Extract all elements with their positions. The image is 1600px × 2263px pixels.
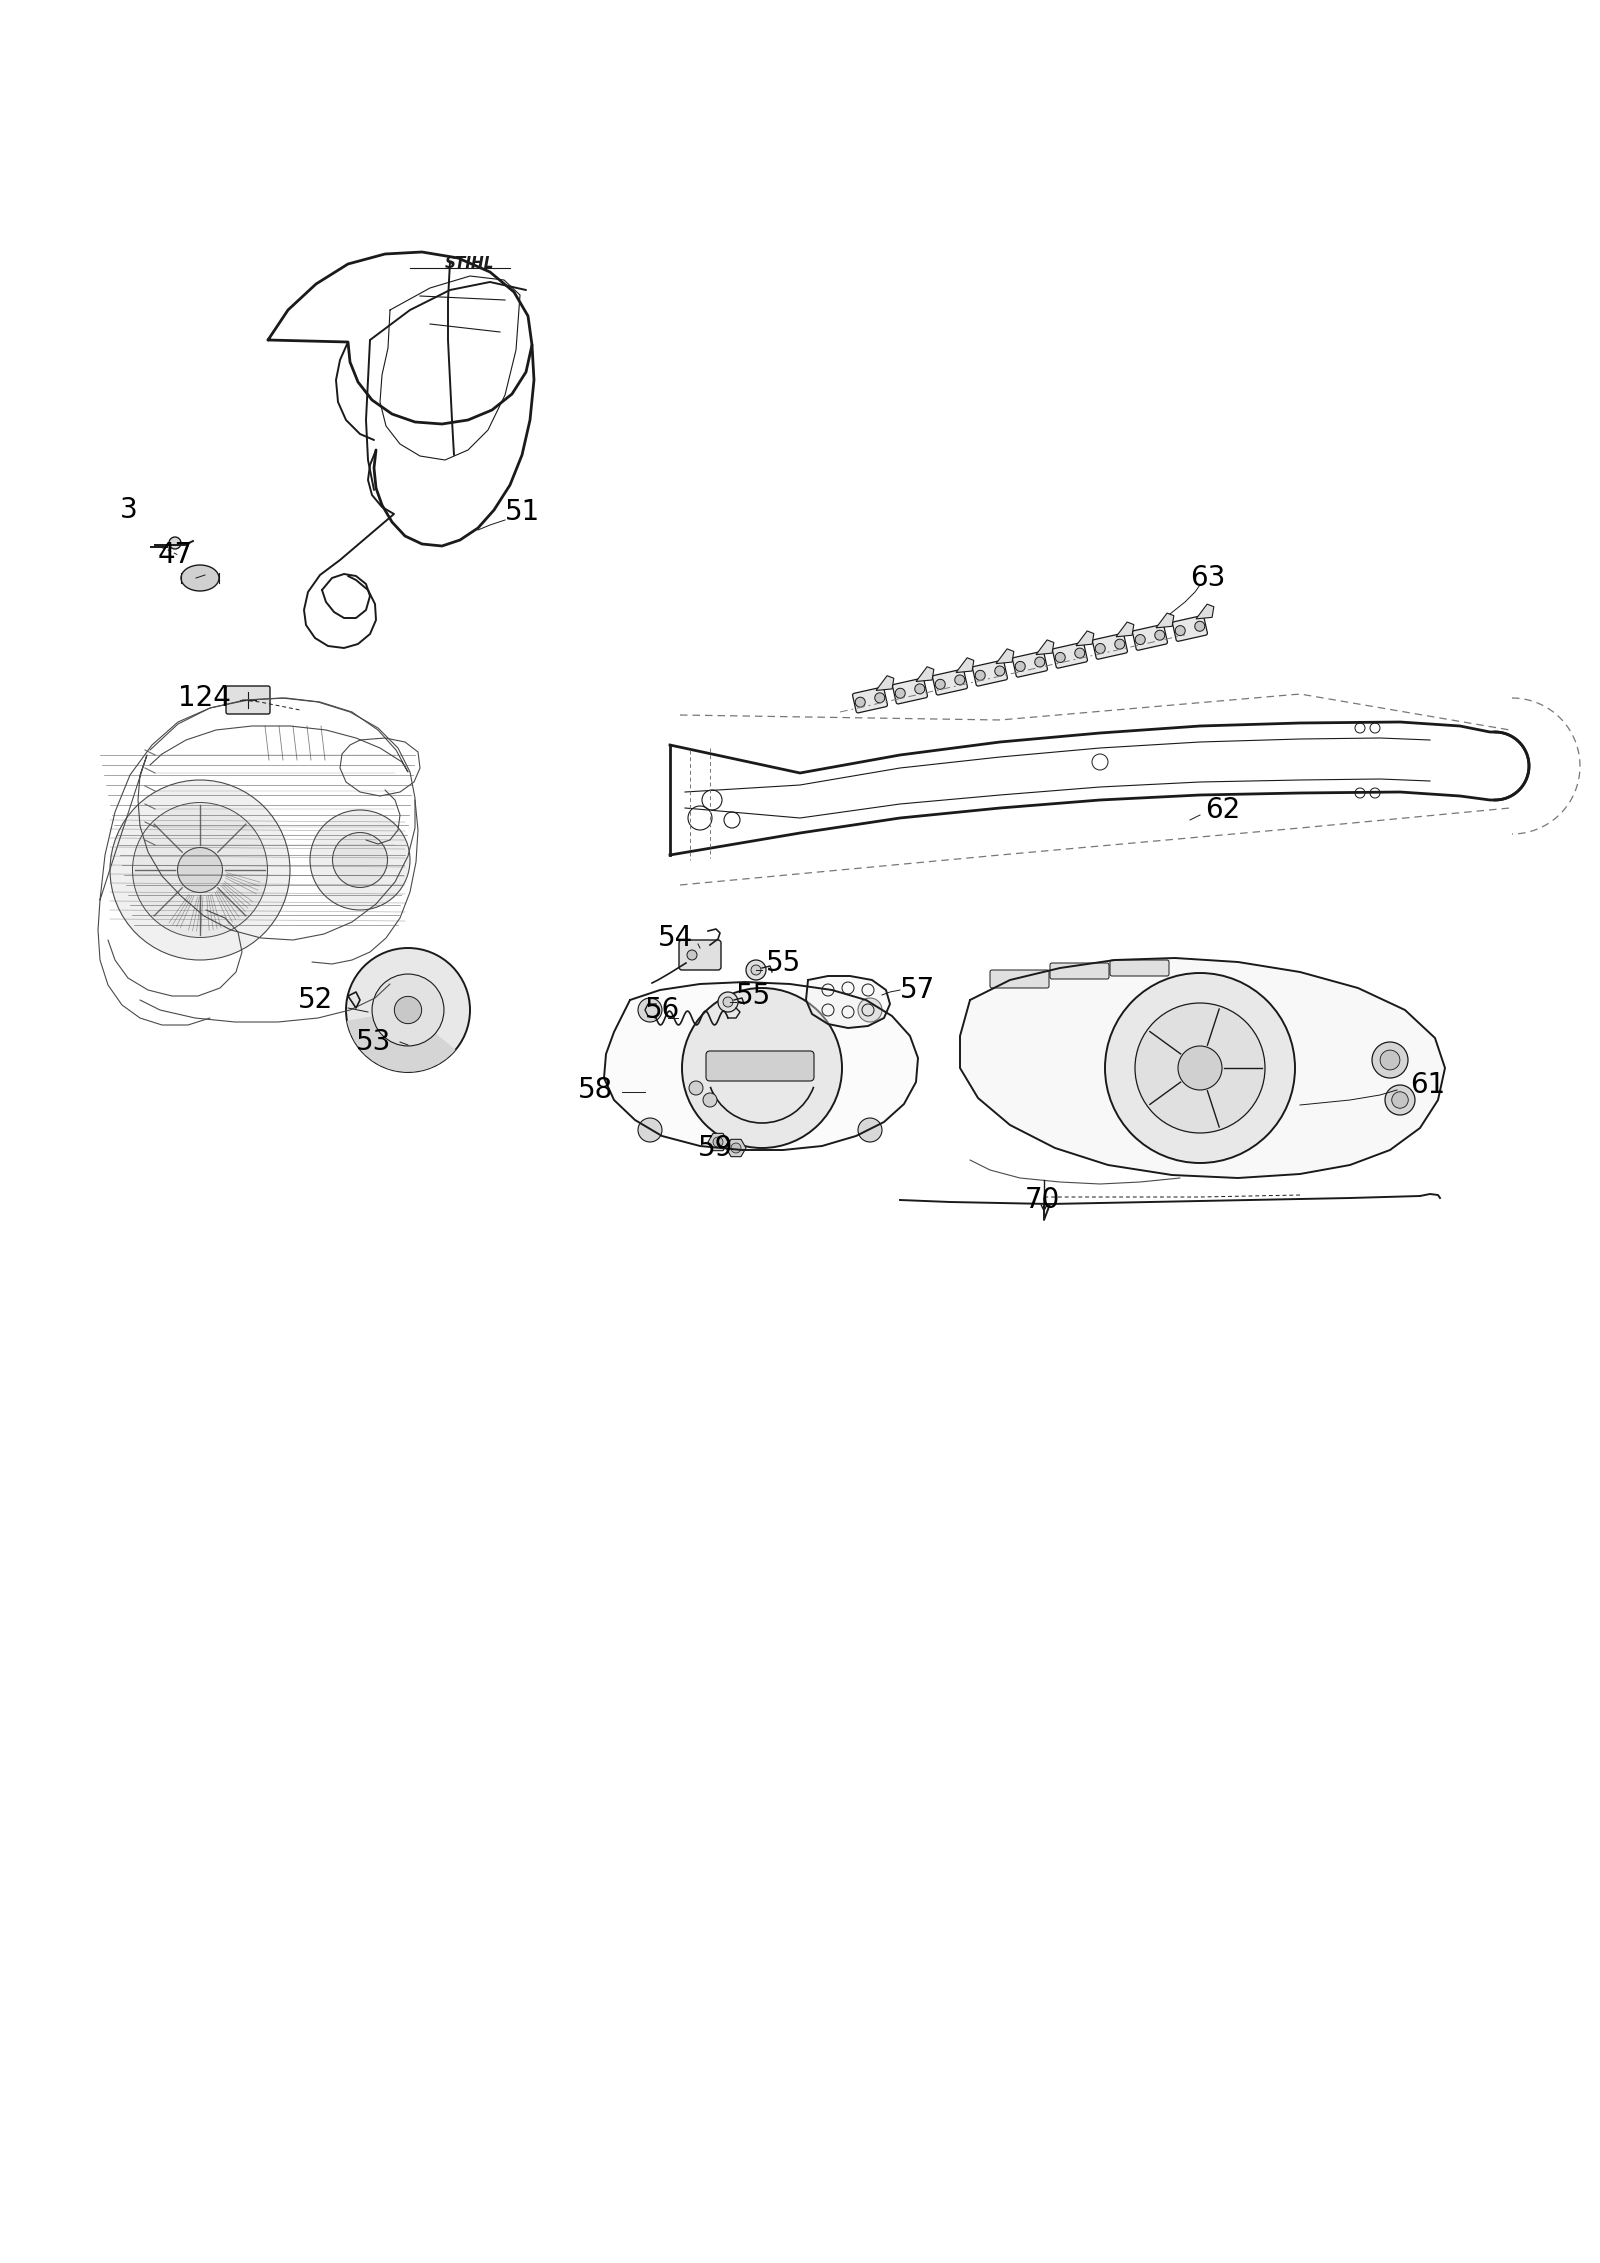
Circle shape [723, 998, 733, 1007]
Circle shape [1115, 638, 1125, 649]
Circle shape [858, 998, 882, 1023]
Polygon shape [806, 975, 890, 1027]
Polygon shape [726, 1138, 746, 1156]
Text: 55: 55 [766, 948, 802, 978]
Text: 63: 63 [1190, 563, 1226, 593]
Polygon shape [707, 1134, 728, 1150]
Circle shape [1392, 1091, 1408, 1109]
Circle shape [310, 810, 410, 910]
Text: 54: 54 [658, 923, 693, 953]
Circle shape [178, 849, 222, 892]
Polygon shape [877, 677, 894, 690]
Circle shape [875, 692, 885, 704]
Text: 47: 47 [158, 541, 194, 568]
FancyBboxPatch shape [1093, 634, 1128, 659]
Polygon shape [1157, 613, 1174, 627]
Text: 51: 51 [506, 498, 541, 525]
Circle shape [1155, 629, 1165, 640]
Polygon shape [1037, 640, 1054, 654]
Circle shape [690, 1082, 702, 1095]
Circle shape [638, 998, 662, 1023]
Circle shape [373, 973, 443, 1046]
Circle shape [638, 1118, 662, 1143]
Text: STIHL: STIHL [445, 256, 494, 272]
Circle shape [714, 1136, 723, 1147]
FancyBboxPatch shape [1110, 960, 1170, 975]
Circle shape [1106, 973, 1294, 1163]
Text: 56: 56 [645, 996, 680, 1023]
FancyBboxPatch shape [1173, 616, 1208, 640]
Circle shape [995, 665, 1005, 677]
FancyBboxPatch shape [893, 679, 928, 704]
FancyBboxPatch shape [933, 670, 968, 695]
Circle shape [750, 964, 762, 975]
Circle shape [1178, 1046, 1222, 1091]
Ellipse shape [181, 566, 219, 591]
Circle shape [858, 1118, 882, 1143]
Circle shape [110, 781, 290, 960]
Circle shape [394, 996, 422, 1023]
Circle shape [682, 989, 842, 1147]
Text: 3: 3 [120, 496, 138, 525]
FancyBboxPatch shape [1133, 625, 1168, 649]
Circle shape [1381, 1050, 1400, 1070]
Circle shape [955, 674, 965, 686]
Text: 52: 52 [298, 987, 333, 1014]
FancyBboxPatch shape [678, 939, 722, 971]
Circle shape [1035, 656, 1045, 668]
Polygon shape [1077, 631, 1094, 645]
Polygon shape [605, 982, 918, 1150]
Circle shape [333, 833, 387, 887]
FancyBboxPatch shape [990, 971, 1050, 989]
Circle shape [915, 683, 925, 695]
Circle shape [976, 670, 986, 681]
Circle shape [896, 688, 906, 699]
FancyBboxPatch shape [706, 1050, 814, 1082]
Wedge shape [347, 1009, 456, 1073]
Text: 124: 124 [178, 683, 230, 713]
Text: 59: 59 [698, 1134, 733, 1161]
Circle shape [702, 1093, 717, 1107]
Polygon shape [1197, 604, 1214, 618]
Polygon shape [1117, 622, 1134, 636]
Circle shape [1176, 625, 1186, 636]
Polygon shape [960, 957, 1445, 1179]
FancyBboxPatch shape [1013, 652, 1048, 677]
Polygon shape [957, 659, 974, 672]
Circle shape [686, 950, 698, 960]
Circle shape [856, 697, 866, 706]
FancyBboxPatch shape [853, 688, 888, 713]
Circle shape [1056, 652, 1066, 663]
FancyBboxPatch shape [973, 661, 1008, 686]
Text: 57: 57 [899, 975, 936, 1005]
Circle shape [1386, 1084, 1414, 1116]
Circle shape [1016, 661, 1026, 672]
FancyBboxPatch shape [1053, 643, 1088, 668]
Text: 61: 61 [1410, 1070, 1445, 1100]
FancyBboxPatch shape [226, 686, 270, 715]
Text: 55: 55 [736, 982, 771, 1009]
Circle shape [731, 1143, 741, 1154]
Circle shape [1096, 643, 1106, 654]
Circle shape [170, 536, 181, 550]
Circle shape [1195, 622, 1205, 631]
Text: 58: 58 [578, 1075, 613, 1104]
Polygon shape [917, 668, 934, 681]
Circle shape [1134, 1003, 1266, 1134]
Circle shape [746, 960, 766, 980]
Circle shape [346, 948, 470, 1073]
Text: 70: 70 [1026, 1186, 1061, 1213]
Text: 53: 53 [355, 1027, 392, 1057]
Circle shape [1075, 647, 1085, 659]
Circle shape [133, 803, 267, 937]
Circle shape [1136, 634, 1146, 645]
FancyBboxPatch shape [1050, 964, 1109, 980]
Polygon shape [997, 649, 1014, 663]
Circle shape [718, 991, 738, 1012]
Text: 62: 62 [1205, 797, 1240, 824]
Circle shape [1373, 1041, 1408, 1077]
Circle shape [936, 679, 946, 690]
